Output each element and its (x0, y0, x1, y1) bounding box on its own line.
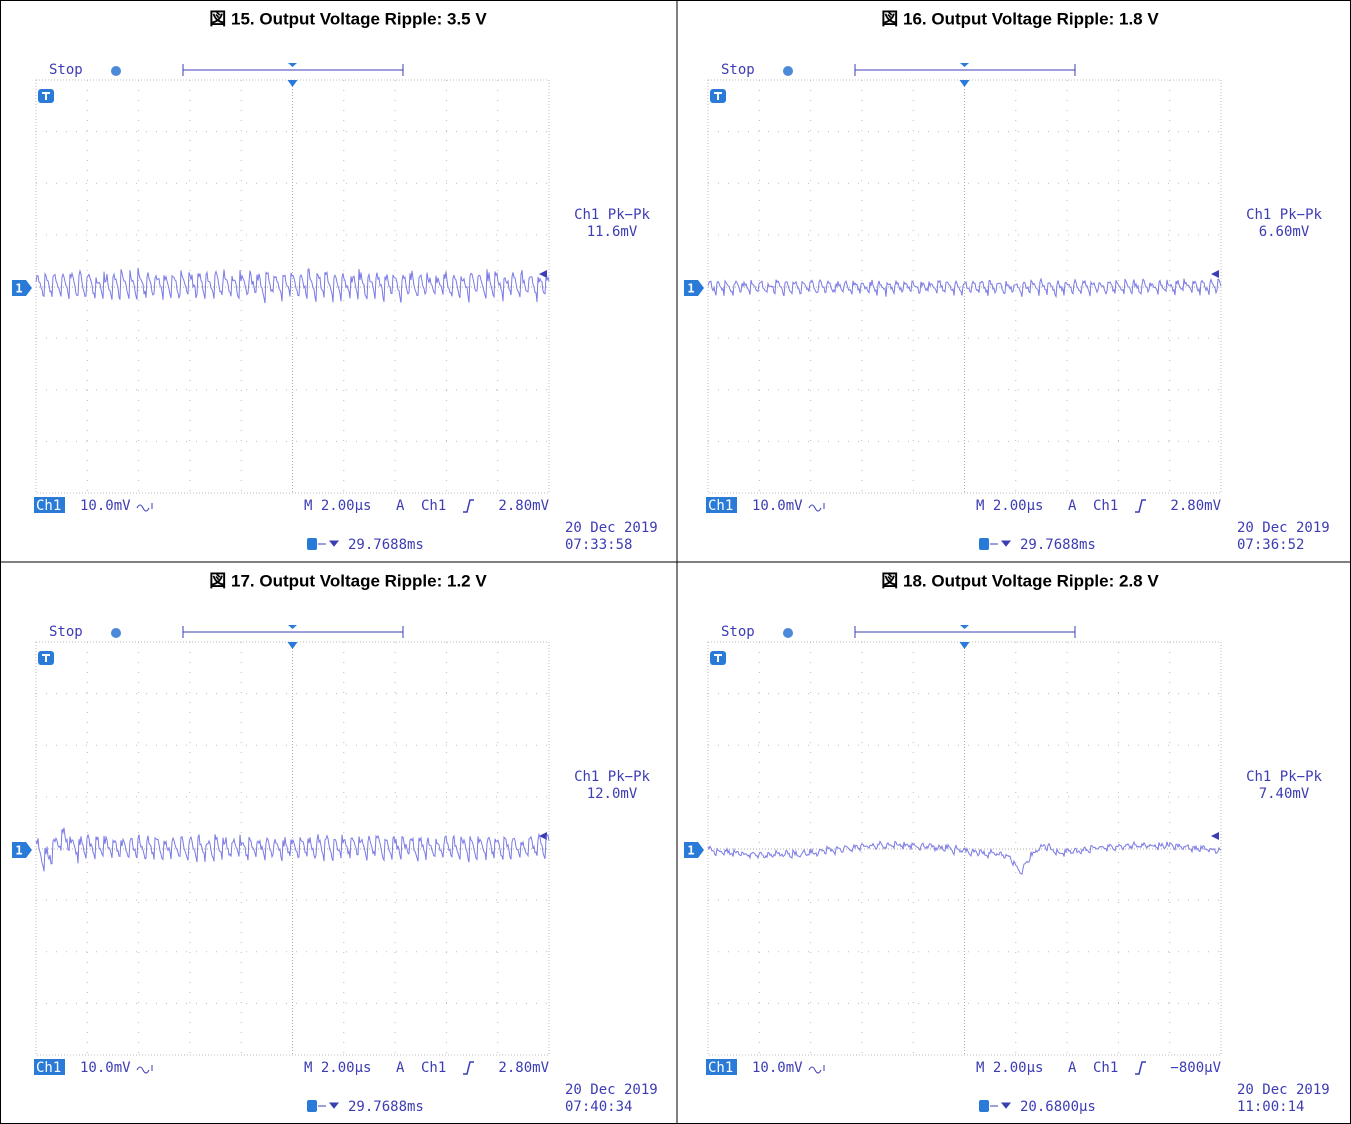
trigger-position-icon (979, 1100, 989, 1112)
channel-marker-label: 1 (687, 282, 694, 296)
vertical-scale: 10.0mV (80, 1060, 131, 1076)
acquisition-status: Stop (49, 62, 83, 78)
timebase: M 2.00µs (304, 1060, 371, 1076)
trigger-time-marker (288, 80, 298, 87)
measurement-label: Ch1 Pk−Pk (1246, 207, 1322, 223)
trigger-source: Ch1 (421, 498, 446, 514)
figure-title: 図 17. Output Voltage Ripple: 1.2 V (209, 571, 487, 590)
scope-panel: 図 15. Output Voltage Ripple: 3.5 V Stop 1 C… (12, 9, 658, 553)
trigger-level: 2.80mV (498, 498, 549, 514)
trigger-slope-icon (463, 1062, 474, 1074)
acquisition-status: Stop (721, 624, 755, 640)
measurement-value: 6.60mV (1259, 224, 1310, 240)
acquisition-status: Stop (721, 62, 755, 78)
channel-label: Ch1 (36, 1060, 61, 1076)
trigger-time-marker (288, 642, 298, 649)
record-pointer (288, 63, 297, 67)
channel-label: Ch1 (708, 1060, 733, 1076)
waveform (36, 268, 549, 303)
acquisition-time: 07:36:52 (1237, 537, 1304, 553)
measurement-label: Ch1 Pk−Pk (574, 769, 650, 785)
channel-marker-label: 1 (15, 282, 22, 296)
scope-panel: 図 18. Output Voltage Ripple: 2.8 V Stop 1 C… (684, 571, 1330, 1115)
acquisition-time: 07:40:34 (565, 1099, 632, 1115)
measurement-label: Ch1 Pk−Pk (574, 207, 650, 223)
timebase: M 2.00µs (976, 1060, 1043, 1076)
acquisition-time: 07:33:58 (565, 537, 632, 553)
trigger-slope-icon (1135, 500, 1146, 512)
trigger-position: 29.7688ms (1020, 537, 1096, 553)
timebase: M 2.00µs (304, 498, 371, 514)
bandwidth-icon (137, 503, 152, 511)
trigger-mode: A (396, 498, 405, 514)
trigger-mode: A (396, 1060, 405, 1076)
timebase: M 2.00µs (976, 498, 1043, 514)
figure-title: 図 15. Output Voltage Ripple: 3.5 V (209, 9, 487, 28)
trigger-icon (111, 628, 121, 638)
trigger-position-arrow (990, 541, 1010, 546)
measurement-value: 11.6mV (587, 224, 638, 240)
acquisition-date: 20 Dec 2019 (565, 520, 658, 536)
trigger-level-marker (539, 270, 547, 278)
channel-marker-label: 1 (687, 844, 694, 858)
trigger-icon (783, 66, 793, 76)
trigger-slope-icon (1135, 1062, 1146, 1074)
measurement-label: Ch1 Pk−Pk (1246, 769, 1322, 785)
trigger-position-icon (979, 538, 989, 550)
trigger-position-arrow (318, 541, 338, 546)
figure-title: 図 18. Output Voltage Ripple: 2.8 V (881, 571, 1159, 590)
record-pointer (288, 625, 297, 629)
bandwidth-icon (809, 1065, 824, 1073)
vertical-scale: 10.0mV (80, 498, 131, 514)
scope-panel: 図 16. Output Voltage Ripple: 1.8 V Stop 1 C… (684, 9, 1330, 553)
acquisition-time: 11:00:14 (1237, 1099, 1304, 1115)
figure-title: 図 16. Output Voltage Ripple: 1.8 V (881, 9, 1159, 28)
acquisition-date: 20 Dec 2019 (1237, 1082, 1330, 1098)
trigger-source: Ch1 (1093, 1060, 1118, 1076)
vertical-scale: 10.0mV (752, 1060, 803, 1076)
trigger-icon (111, 66, 121, 76)
measurement-value: 7.40mV (1259, 786, 1310, 802)
acquisition-date: 20 Dec 2019 (565, 1082, 658, 1098)
trigger-position: 29.7688ms (348, 1099, 424, 1115)
record-pointer (960, 625, 969, 629)
trigger-mode: A (1068, 1060, 1077, 1076)
trigger-position-icon (307, 538, 317, 550)
channel-label: Ch1 (708, 498, 733, 514)
figure-page: 図 15. Output Voltage Ripple: 3.5 V Stop 1 C… (0, 0, 1351, 1124)
trigger-level: 2.80mV (1170, 498, 1221, 514)
bandwidth-icon (809, 503, 824, 511)
trigger-icon (783, 628, 793, 638)
trigger-level-marker (1211, 832, 1219, 840)
trigger-mode: A (1068, 498, 1077, 514)
channel-marker-label: 1 (15, 844, 22, 858)
trigger-source: Ch1 (1093, 498, 1118, 514)
record-pointer (960, 63, 969, 67)
scope-panel: 図 17. Output Voltage Ripple: 1.2 V Stop 1 C… (12, 571, 658, 1115)
acquisition-date: 20 Dec 2019 (1237, 520, 1330, 536)
trigger-position: 20.6800µs (1020, 1099, 1096, 1115)
trigger-level-marker (1211, 270, 1219, 278)
trigger-time-marker (960, 80, 970, 87)
trigger-time-marker (960, 642, 970, 649)
trigger-position-icon (307, 1100, 317, 1112)
trigger-level: 2.80mV (498, 1060, 549, 1076)
trigger-position-arrow (318, 1103, 338, 1108)
trigger-position-arrow (990, 1103, 1010, 1108)
bandwidth-icon (137, 1065, 152, 1073)
trigger-slope-icon (463, 500, 474, 512)
channel-label: Ch1 (36, 498, 61, 514)
trigger-position: 29.7688ms (348, 537, 424, 553)
trigger-source: Ch1 (421, 1060, 446, 1076)
trigger-level: −800µV (1170, 1060, 1221, 1076)
vertical-scale: 10.0mV (752, 498, 803, 514)
measurement-value: 12.0mV (587, 786, 638, 802)
acquisition-status: Stop (49, 624, 83, 640)
